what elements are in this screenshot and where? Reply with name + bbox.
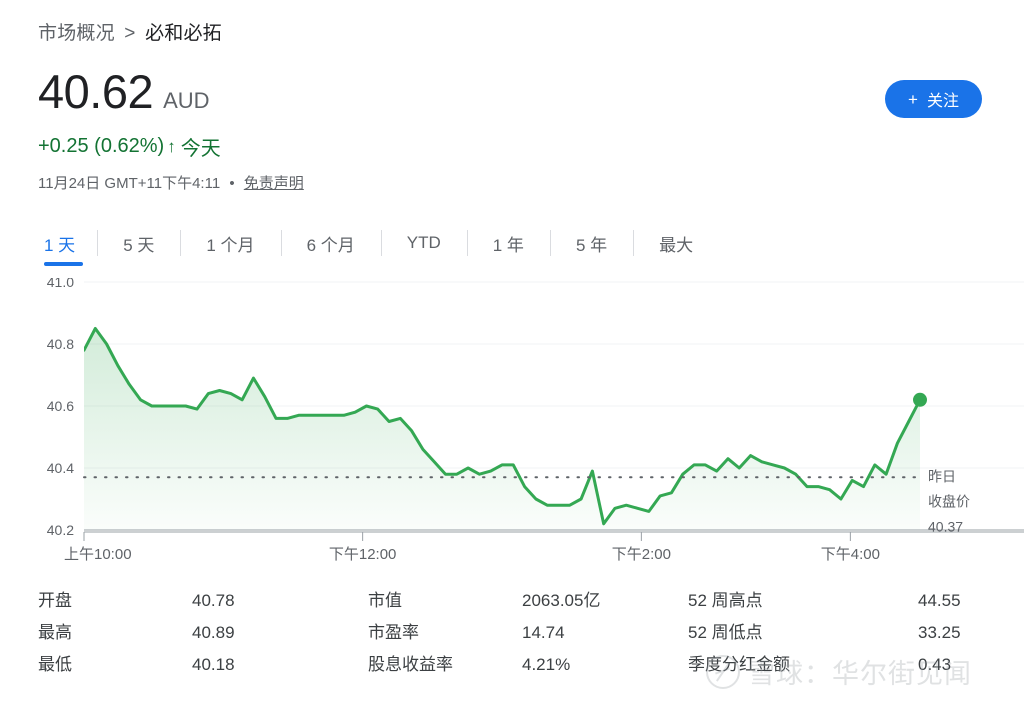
plus-icon: +	[908, 89, 918, 109]
price-change-period: 今天	[180, 138, 221, 160]
follow-button[interactable]: + 关注	[885, 80, 982, 118]
range-tab-7[interactable]: 最大	[633, 222, 719, 264]
range-tab-label: 5 天	[123, 235, 155, 255]
stat-value: 40.78	[192, 591, 235, 610]
breadcrumb-parent[interactable]: 市场概况	[38, 23, 115, 44]
y-axis-tick-label: 40.2	[47, 522, 74, 538]
stat-label: 季度分红金额	[688, 655, 790, 674]
timestamp-row: 11月24日 GMT+11下午4:11 • 免责声明	[38, 172, 304, 193]
x-axis-tick-label: 下午4:00	[821, 546, 880, 563]
stats-column-1: 市值 2063.05亿市盈率 14.74 股息收益率 4.21%	[368, 586, 688, 682]
price-chart-svg: 41.0 40.8 40.6 40.4 40.2 上午10:00 下午12:00 下午2:0…	[47, 278, 1024, 563]
range-tab-1[interactable]: 5 天	[97, 222, 180, 264]
y-axis-tick-label: 41.0	[47, 278, 74, 290]
stat-row: 最高 40.89	[38, 618, 368, 650]
follow-button-label: 关注	[926, 93, 959, 110]
chart-y-axis-labels: 41.0 40.8 40.6 40.4 40.2	[47, 278, 74, 538]
stat-value: 40.89	[192, 623, 235, 642]
range-tab-4[interactable]: YTD	[380, 222, 467, 264]
stat-label: 52 周高点	[688, 591, 763, 610]
previous-close-label-line-2: 收盘价	[928, 493, 970, 509]
previous-close-label-line-1: 昨日	[928, 468, 956, 484]
stat-value: 40.18	[192, 655, 235, 674]
stat-label: 市盈率	[368, 623, 419, 642]
stats-column-2: 52 周高点 44.55 52 周低点 33.25 季度分红金额 0.43	[688, 586, 990, 682]
y-axis-tick-label: 40.4	[47, 460, 74, 476]
x-axis-tick-label: 下午2:00	[612, 546, 671, 563]
y-axis-tick-label: 40.6	[47, 398, 74, 414]
stat-row: 股息收益率 4.21%	[368, 650, 688, 682]
breadcrumb-separator: >	[124, 23, 136, 44]
stats-column-0: 开盘 40.78 最高 40.89 最低 40.18	[38, 586, 368, 682]
stat-row: 开盘 40.78	[38, 586, 368, 618]
price-chart[interactable]: 41.0 40.8 40.6 40.4 40.2 上午10:00 下午12:00 下午2:0…	[0, 278, 1024, 566]
stat-row: 市盈率 14.74	[368, 618, 688, 650]
stat-row: 季度分红金额 0.43	[688, 650, 990, 682]
price-change-row: +0.25 (0.62%) ↑ 今天	[38, 132, 221, 161]
range-tab-label: YTD	[406, 233, 441, 252]
range-tabs: 1 天 5 天 1 个月 6 个月 YTD 1 年 5 年 最大	[38, 222, 719, 266]
stat-label: 股息收益率	[368, 655, 453, 674]
quote-timestamp: 11月24日 GMT+11下午4:11	[38, 175, 221, 192]
stat-value: 33.25	[918, 623, 961, 642]
chart-x-axis: 上午10:00 下午12:00 下午2:00 下午4:00	[64, 531, 1024, 563]
chart-area-fill	[84, 328, 920, 530]
breadcrumb-current: 必和必拓	[145, 23, 222, 44]
range-tab-3[interactable]: 6 个月	[280, 222, 381, 264]
currency-label: AUD	[163, 88, 210, 113]
range-tab-label: 5 年	[575, 235, 608, 255]
chart-line	[84, 327, 920, 526]
stat-value: 2063.05亿	[522, 591, 601, 610]
stat-label: 开盘	[38, 591, 72, 610]
previous-close-label-line-3: 40.37	[928, 518, 963, 534]
stat-row: 52 周低点 33.25	[688, 618, 990, 650]
x-axis-tick-label: 下午12:00	[329, 546, 397, 563]
range-tab-0[interactable]: 1 天	[38, 222, 97, 266]
stat-value: 4.21%	[522, 655, 571, 674]
arrow-up-icon: ↑	[167, 137, 176, 156]
range-tab-2[interactable]: 1 个月	[180, 222, 280, 264]
separator-dot: •	[229, 175, 235, 192]
y-axis-tick-label: 40.8	[47, 336, 74, 352]
stat-label: 52 周低点	[688, 623, 763, 642]
stat-value: 0.43	[918, 655, 952, 674]
price-change-value: +0.25 (0.62%)	[38, 135, 165, 157]
stats-table: 开盘 40.78 最高 40.89 最低 40.18 市值 2063.05亿市盈率 14.74 股…	[38, 586, 990, 682]
price-row: 40.62 AUD	[38, 66, 210, 118]
stat-value: 14.74	[522, 623, 565, 642]
range-tab-label: 6 个月	[306, 235, 355, 255]
range-tab-6[interactable]: 5 年	[549, 222, 633, 264]
stat-row: 市值 2063.05亿	[368, 586, 688, 618]
range-tab-label: 1 个月	[206, 235, 255, 255]
range-tab-label: 最大	[659, 235, 694, 255]
stat-value: 44.55	[918, 591, 961, 610]
x-axis-tick-label: 上午10:00	[64, 546, 132, 563]
stat-label: 市值	[368, 591, 402, 610]
range-tab-label: 1 年	[492, 235, 524, 255]
stat-label: 最高	[38, 623, 72, 642]
last-price-marker	[913, 392, 927, 407]
stat-row: 最低 40.18	[38, 650, 368, 682]
disclaimer-link[interactable]: 免责声明	[243, 175, 304, 192]
stat-row: 52 周高点 44.55	[688, 586, 990, 618]
current-price: 40.62	[38, 65, 154, 118]
breadcrumb: 市场概况 > 必和必拓	[38, 18, 222, 45]
range-tab-5[interactable]: 1 年	[466, 222, 550, 264]
range-tab-label: 1 天	[44, 235, 76, 255]
stat-label: 最低	[38, 655, 72, 674]
